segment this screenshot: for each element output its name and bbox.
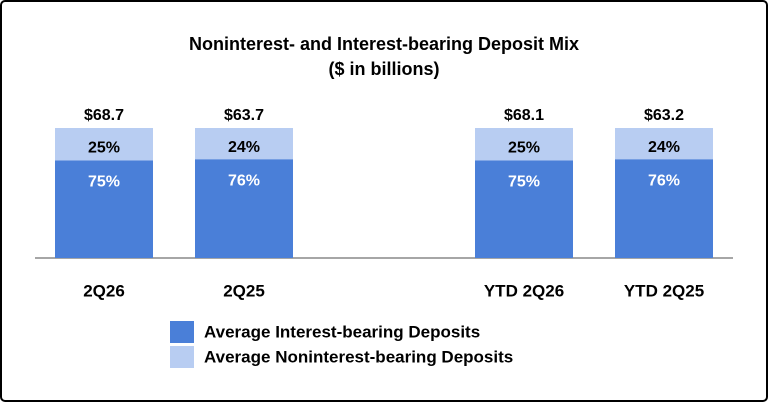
chart-subtitle: ($ in billions) xyxy=(329,59,440,79)
data-label: 75% xyxy=(88,174,120,191)
data-label: 75% xyxy=(508,174,540,191)
bar-segment xyxy=(475,160,573,258)
bar-segment xyxy=(475,128,573,161)
total-label: $68.1 xyxy=(504,107,544,124)
total-label: $63.2 xyxy=(644,107,684,124)
x-tick-label: YTD 2Q26 xyxy=(484,281,564,300)
data-label: 76% xyxy=(228,172,260,189)
data-label: 24% xyxy=(228,139,260,156)
legend-swatch xyxy=(170,346,194,368)
data-label: 25% xyxy=(88,139,120,156)
bar-segment xyxy=(615,159,713,258)
bar-segment xyxy=(55,128,153,161)
bar-segment xyxy=(195,128,293,160)
chart-title: Noninterest- and Interest-bearing Deposi… xyxy=(189,34,579,54)
data-label: 76% xyxy=(648,172,680,189)
total-label: $63.7 xyxy=(224,107,264,124)
x-tick-label: 2Q25 xyxy=(223,281,265,300)
x-tick-label: 2Q26 xyxy=(83,281,125,300)
data-label: 25% xyxy=(508,139,540,156)
x-tick-label: YTD 2Q25 xyxy=(624,281,704,300)
total-label: $68.7 xyxy=(84,107,124,124)
legend-label: Average Noninterest-bearing Deposits xyxy=(204,347,513,366)
legend-swatch xyxy=(170,321,194,343)
bar-segment xyxy=(195,159,293,258)
data-label: 24% xyxy=(648,139,680,156)
bar-segment xyxy=(55,160,153,258)
bar-segment xyxy=(615,128,713,160)
legend-label: Average Interest-bearing Deposits xyxy=(204,322,480,341)
